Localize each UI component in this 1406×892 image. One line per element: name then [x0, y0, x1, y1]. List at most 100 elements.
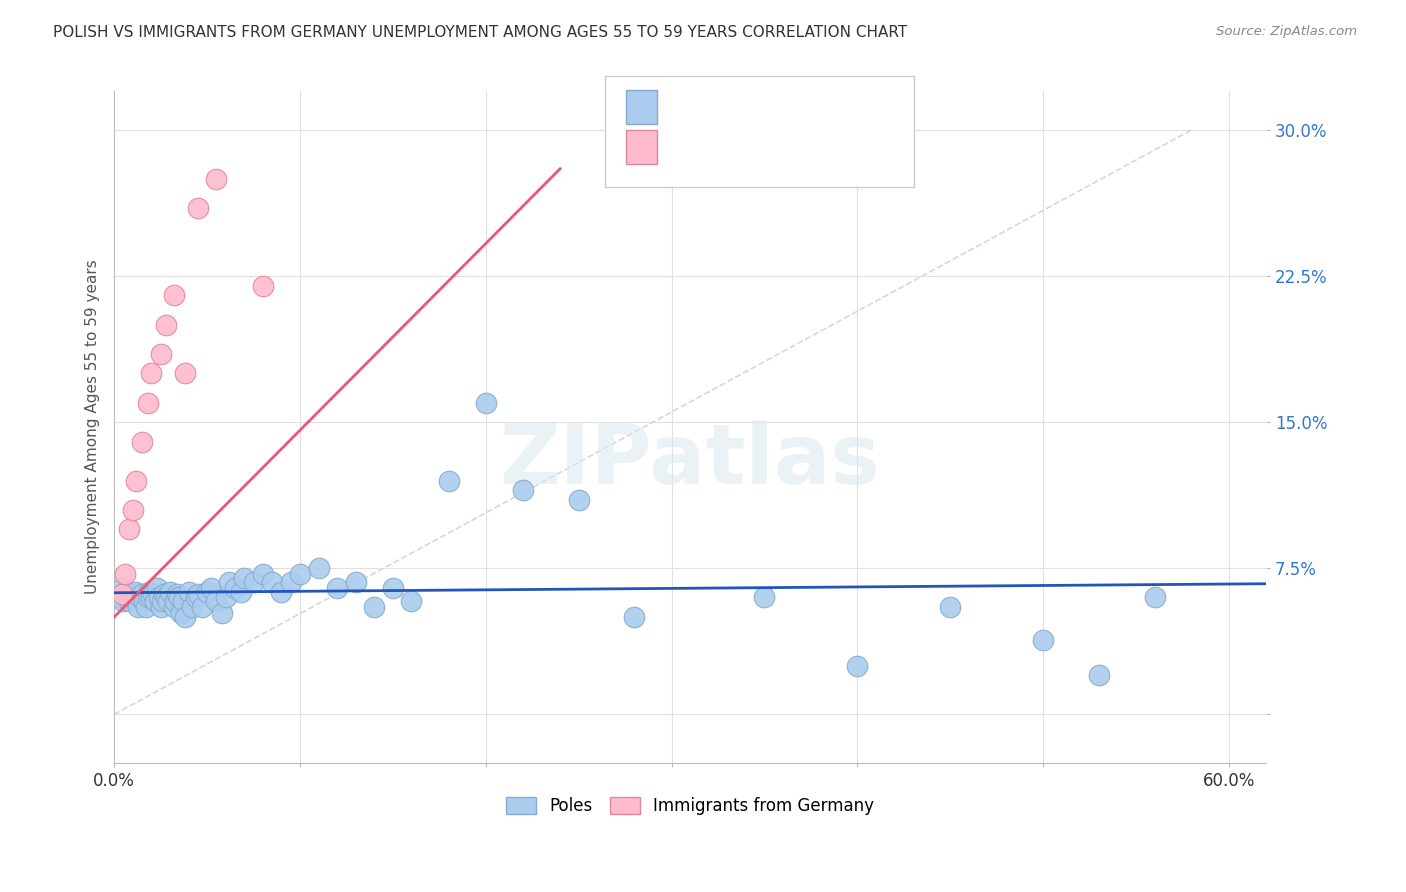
- Point: [184, 591, 207, 605]
- Point: [224, 581, 246, 595]
- Point: [401, 594, 423, 608]
- Point: [205, 594, 228, 608]
- Point: [121, 503, 143, 517]
- Point: [135, 600, 157, 615]
- Point: [187, 201, 209, 215]
- Point: [1032, 633, 1054, 648]
- Point: [114, 567, 136, 582]
- Point: [120, 586, 142, 600]
- Point: [252, 278, 274, 293]
- Point: [142, 586, 165, 600]
- Point: [172, 594, 194, 608]
- Point: [211, 606, 233, 620]
- Point: [288, 567, 311, 582]
- Point: [149, 347, 172, 361]
- Y-axis label: Unemployment Among Ages 55 to 59 years: Unemployment Among Ages 55 to 59 years: [86, 260, 100, 594]
- Point: [167, 591, 190, 605]
- Text: 72: 72: [806, 97, 831, 117]
- Point: [115, 591, 138, 605]
- Text: POLISH VS IMMIGRANTS FROM GERMANY UNEMPLOYMENT AMONG AGES 55 TO 59 YEARS CORRELA: POLISH VS IMMIGRANTS FROM GERMANY UNEMPL…: [53, 25, 908, 40]
- Point: [939, 600, 962, 615]
- Point: [190, 600, 212, 615]
- Point: [166, 586, 188, 600]
- Point: [262, 574, 284, 589]
- Point: [129, 591, 152, 605]
- Point: [177, 584, 200, 599]
- Point: [118, 522, 141, 536]
- Point: [1143, 591, 1166, 605]
- Point: [146, 581, 169, 595]
- Point: [136, 591, 159, 605]
- Text: ZIPatlas: ZIPatlas: [499, 420, 880, 501]
- Point: [173, 367, 195, 381]
- Text: 0.053: 0.053: [710, 97, 766, 117]
- Text: R =: R =: [668, 97, 710, 117]
- Text: N =: N =: [763, 97, 820, 117]
- Point: [148, 591, 170, 605]
- Point: [132, 594, 155, 608]
- Point: [125, 474, 148, 488]
- Point: [124, 584, 146, 599]
- Point: [153, 586, 176, 600]
- Point: [143, 594, 166, 608]
- Text: N =: N =: [763, 137, 820, 157]
- Point: [152, 594, 174, 608]
- Point: [187, 586, 209, 600]
- Point: [195, 584, 218, 599]
- Point: [344, 574, 367, 589]
- Point: [1088, 668, 1111, 682]
- Point: [326, 581, 349, 595]
- Point: [127, 600, 149, 615]
- Point: [155, 318, 177, 332]
- Point: [181, 600, 204, 615]
- Point: [214, 591, 236, 605]
- Text: R =: R =: [668, 137, 710, 157]
- Point: [155, 591, 177, 605]
- Point: [149, 600, 172, 615]
- Point: [754, 591, 776, 605]
- Point: [205, 171, 228, 186]
- Point: [280, 574, 302, 589]
- Point: [108, 591, 131, 605]
- Point: [229, 584, 252, 599]
- Point: [138, 584, 160, 599]
- Point: [381, 581, 404, 595]
- Point: [568, 493, 591, 508]
- Point: [363, 600, 385, 615]
- Point: [121, 591, 143, 605]
- Legend: Poles, Immigrants from Germany: Poles, Immigrants from Germany: [499, 790, 880, 822]
- Point: [623, 610, 645, 624]
- Point: [141, 591, 163, 605]
- Point: [270, 584, 292, 599]
- Point: [141, 367, 163, 381]
- Point: [111, 586, 134, 600]
- Point: [163, 288, 186, 302]
- Point: [233, 571, 256, 585]
- Point: [136, 395, 159, 409]
- Point: [165, 594, 187, 608]
- Point: [242, 574, 264, 589]
- Point: [163, 600, 186, 615]
- Point: [512, 483, 534, 498]
- Point: [112, 594, 135, 608]
- Point: [159, 584, 181, 599]
- Point: [474, 395, 496, 409]
- Point: [308, 561, 330, 575]
- Text: 15: 15: [806, 137, 831, 157]
- Point: [114, 584, 136, 599]
- Point: [125, 594, 148, 608]
- Point: [118, 594, 141, 608]
- Point: [131, 586, 153, 600]
- Point: [437, 474, 460, 488]
- Point: [157, 594, 180, 608]
- Point: [200, 581, 222, 595]
- Point: [111, 581, 134, 595]
- Text: Source: ZipAtlas.com: Source: ZipAtlas.com: [1216, 25, 1357, 38]
- Point: [173, 610, 195, 624]
- Point: [846, 658, 869, 673]
- Text: 0.474: 0.474: [710, 137, 766, 157]
- Point: [131, 434, 153, 449]
- Point: [252, 567, 274, 582]
- Point: [218, 574, 240, 589]
- Point: [170, 606, 193, 620]
